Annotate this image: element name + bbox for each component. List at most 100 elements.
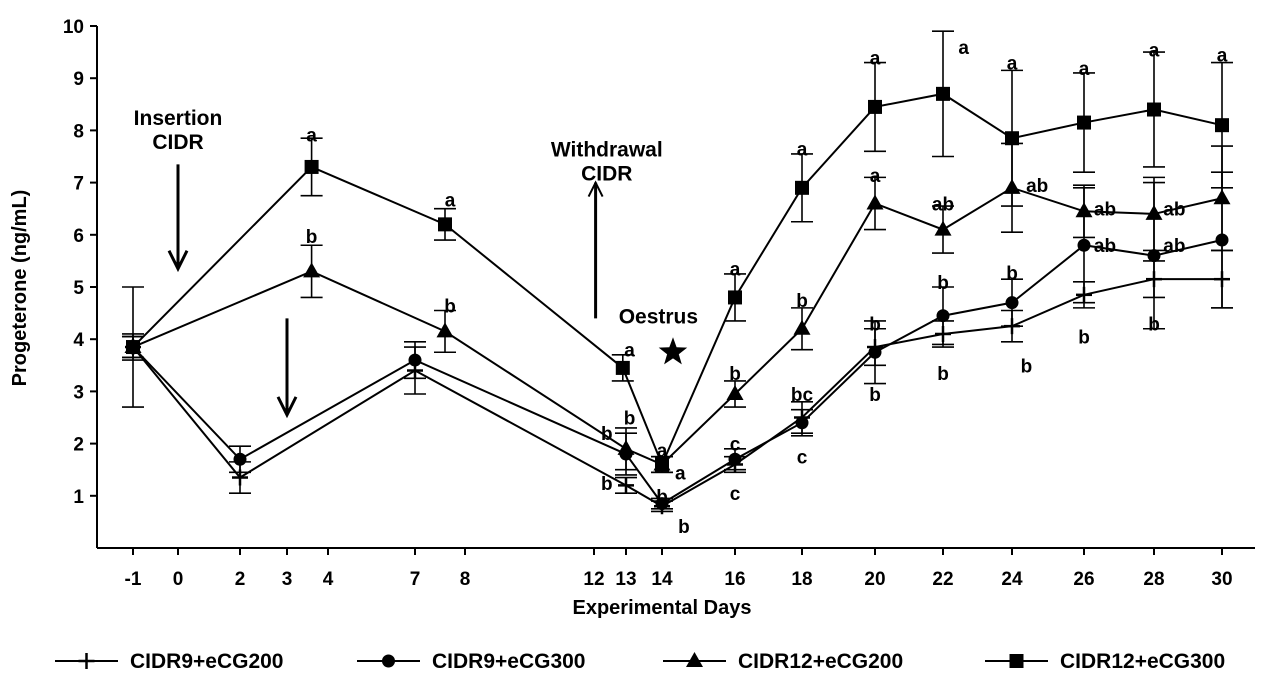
y-tick-label: 4: [73, 330, 84, 351]
x-tick-label: -1: [125, 569, 142, 590]
series-line: [132, 92, 1223, 468]
x-tick-label: 18: [791, 569, 812, 590]
significance-label: ab: [1163, 236, 1185, 257]
y-tick-label: 9: [73, 69, 84, 90]
data-point: [1215, 118, 1229, 133]
insertion-annotation-line: CIDR: [152, 131, 203, 154]
data-point: [618, 477, 634, 494]
data-point: [1077, 115, 1091, 130]
data-point: [934, 220, 952, 236]
circle-marker: [728, 452, 742, 466]
significance-label: a: [624, 341, 635, 362]
square-marker: [438, 217, 452, 232]
significance-label: ab: [932, 194, 954, 215]
triangle-marker: [934, 220, 952, 236]
data-point: [303, 262, 321, 278]
data-point: [795, 180, 809, 195]
data-point: [1005, 131, 1019, 146]
data-point: [868, 99, 882, 114]
y-tick-label: 8: [73, 121, 84, 142]
significance-label: ab: [1026, 176, 1048, 197]
significance-label: a: [870, 166, 881, 187]
x-tick-label: 16: [724, 569, 745, 590]
legend-entry-CIDR9+eCG200: CIDR9+eCG200: [55, 650, 284, 673]
data-point: [936, 309, 950, 323]
data-point: [655, 457, 669, 472]
data-point: [1147, 102, 1161, 117]
insertion-arrow-top: [167, 164, 189, 273]
data-point: [936, 86, 950, 101]
significance-label: a: [730, 260, 741, 281]
significance-label: b: [624, 409, 636, 430]
significance-label: a: [675, 463, 686, 484]
circle-marker: [936, 309, 950, 323]
plus-marker: [618, 477, 634, 494]
significance-label: b: [869, 315, 881, 336]
data-point: [866, 194, 884, 210]
significance-label: b: [1021, 356, 1033, 377]
x-tick-label: 2: [235, 569, 246, 590]
triangle-marker: [686, 652, 703, 667]
circle-marker: [795, 416, 809, 430]
significance-label: a: [657, 441, 668, 462]
oestrus-annotation-line: Oestrus: [619, 306, 698, 329]
y-tick-label: 5: [73, 278, 84, 299]
x-tick-label: 26: [1073, 569, 1094, 590]
x-tick-label: 4: [323, 569, 334, 590]
x-tick-label: 13: [615, 569, 636, 590]
series: [122, 30, 1233, 515]
triangle-marker: [1075, 202, 1093, 218]
x-tick-label: 12: [583, 569, 604, 590]
data-point: [795, 416, 809, 430]
oestrus-annotation: Oestrus: [619, 306, 698, 329]
square-marker: [655, 457, 669, 472]
arrow-head: [167, 250, 189, 273]
legend-label: CIDR12+eCG300: [1060, 650, 1225, 673]
arrow-head: [587, 180, 604, 198]
x-tick-label: 14: [651, 569, 673, 590]
significance-label: a: [445, 190, 456, 211]
significance-label: a: [1217, 46, 1228, 67]
circle-marker: [233, 452, 247, 466]
x-tick-label: 8: [460, 569, 471, 590]
data-point: [617, 439, 635, 455]
x-tick-label: 20: [864, 569, 885, 590]
legend-entry-CIDR9+eCG300: CIDR9+eCG300: [357, 650, 586, 673]
y-tick-label: 6: [73, 226, 84, 247]
square-marker: [126, 340, 140, 355]
data-point: [726, 385, 744, 401]
significance-label: a: [797, 140, 808, 161]
data-point: [1077, 238, 1091, 252]
y-axis-label: Progeterone (ng/mL): [9, 190, 31, 387]
withdrawal-arrow: [587, 180, 604, 319]
circle-marker: [1077, 238, 1091, 252]
x-tick-label: 0: [173, 569, 184, 590]
legend: CIDR9+eCG200 CIDR9+eCG300 CIDR12+eCG200 CID…: [55, 650, 1225, 673]
significance-label: a: [870, 48, 881, 69]
series-CIDR9+eCG300: [122, 171, 1233, 511]
y-tick-label: 3: [73, 382, 84, 403]
circle-marker: [868, 345, 882, 359]
circle-marker: [1005, 296, 1019, 310]
significance-label: b: [937, 364, 949, 385]
insertion-annotation: Insertion CIDR: [134, 107, 223, 154]
legend-label: CIDR9+eCG300: [432, 650, 586, 673]
withdrawal-annotation-line: Withdrawal: [551, 139, 663, 162]
star-icon: [658, 337, 688, 365]
data-point: [408, 353, 422, 367]
data-point: [438, 217, 452, 232]
circle-marker: [382, 654, 395, 668]
significance-label: b: [656, 487, 668, 508]
significance-label: a: [958, 38, 969, 59]
legend-label: CIDR12+eCG200: [738, 650, 903, 673]
significance-label: b: [1148, 315, 1160, 336]
data-point: [233, 452, 247, 466]
significance-label: ab: [1094, 236, 1116, 257]
y-tick-label: 7: [73, 174, 84, 195]
x-tick-label: 28: [1143, 569, 1164, 590]
data-point: [655, 497, 669, 511]
x-tick-label: 7: [410, 569, 421, 590]
data-point: [793, 319, 811, 335]
insertion-annotation-line: Insertion: [134, 107, 223, 130]
